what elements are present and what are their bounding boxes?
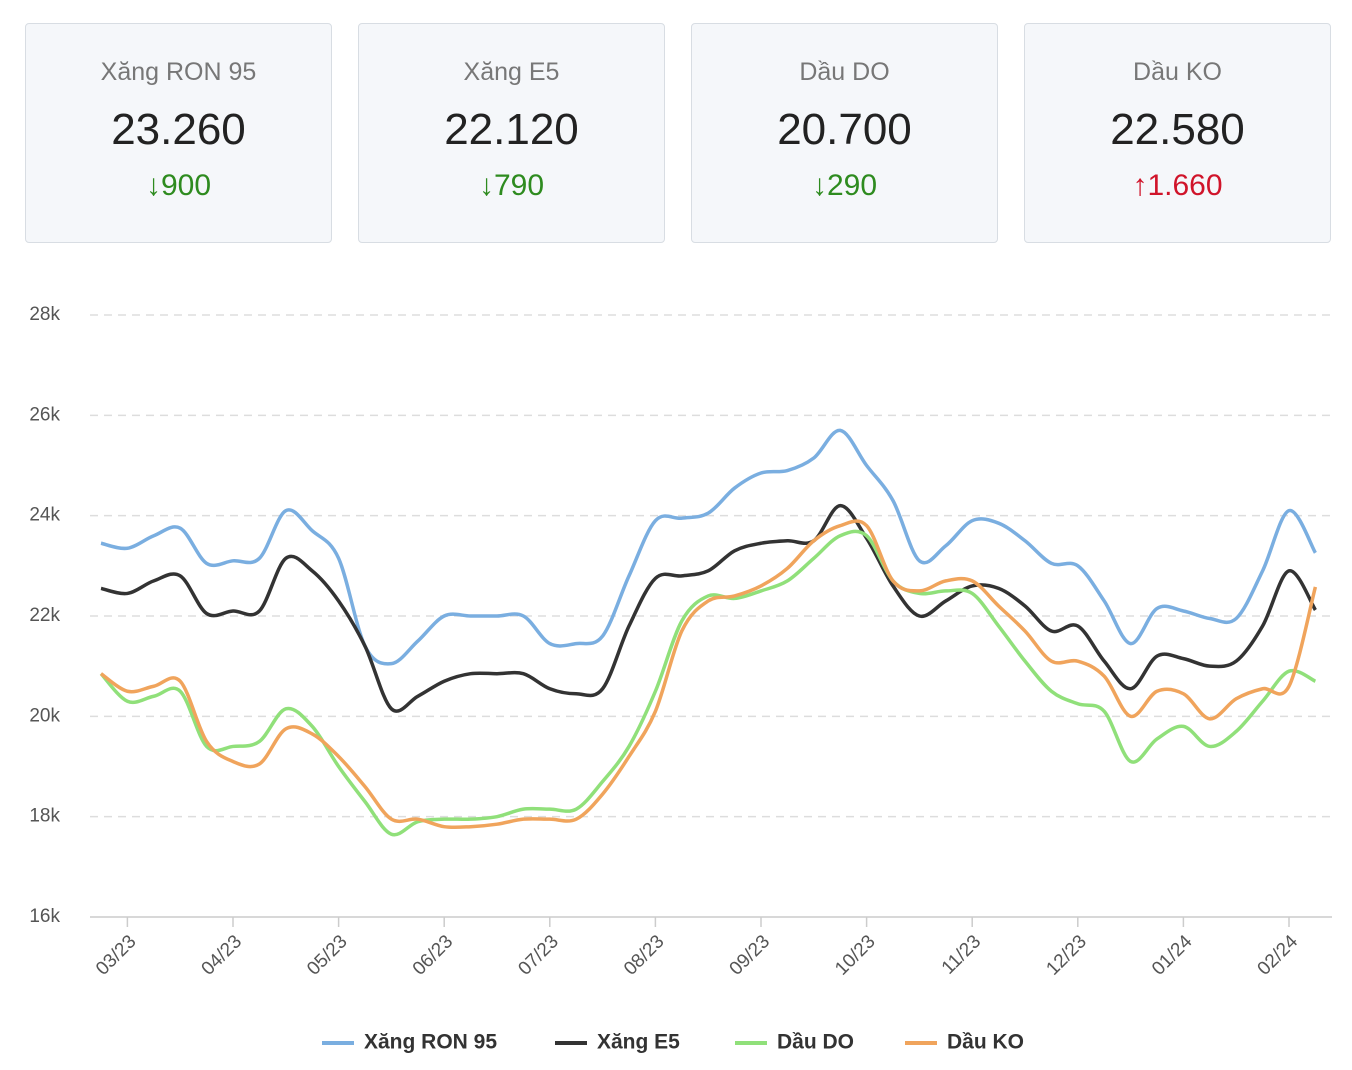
legend-label: Xăng RON 95	[364, 1031, 497, 1054]
y-tick-label: 28k	[29, 304, 60, 325]
y-tick-label: 22k	[29, 605, 60, 626]
card-label: Xăng E5	[463, 58, 560, 86]
x-tick-label: 08/23	[620, 931, 668, 979]
series-line	[100, 503, 1317, 713]
series-line	[99, 519, 1318, 830]
card-change: ↓790	[478, 169, 545, 202]
x-tick-label: 12/23	[1042, 931, 1090, 979]
y-tick-label: 24k	[29, 505, 60, 526]
y-tick-label: 20k	[29, 705, 60, 726]
y-tick-label: 18k	[29, 806, 60, 827]
card-label: Xăng RON 95	[100, 58, 257, 86]
legend-label: Dầu DO	[777, 1031, 854, 1054]
x-tick-label: 06/23	[409, 931, 457, 979]
card-change: ↓290	[811, 169, 878, 202]
card-label: Dầu DO	[799, 58, 890, 86]
x-tick-label: 02/24	[1254, 931, 1303, 980]
x-tick-label: 09/23	[726, 931, 774, 979]
x-tick-label: 03/23	[92, 931, 140, 979]
card-change: ↓900	[145, 169, 212, 202]
x-tick-label: 11/23	[938, 931, 985, 978]
x-tick-label: 01/24	[1148, 931, 1197, 980]
card-change: ↑1.660	[1132, 169, 1223, 202]
x-tick-label: 07/23	[514, 931, 562, 979]
card-label: Dầu KO	[1133, 58, 1222, 86]
card-value: 23.260	[111, 105, 246, 154]
card-value: 22.120	[444, 105, 579, 154]
series-line	[100, 428, 1317, 666]
card-value: 20.700	[777, 105, 912, 154]
price-card: Xăng E5 22.120 ↓790	[358, 23, 665, 243]
card-value: 22.580	[1110, 105, 1245, 154]
y-tick-label: 16k	[29, 906, 60, 927]
price-card: Xăng RON 95 23.260 ↓900	[25, 23, 332, 243]
price-card: Dầu DO 20.700 ↓290	[691, 23, 998, 243]
y-tick-label: 26k	[29, 404, 60, 425]
legend-label: Dầu KO	[947, 1031, 1024, 1054]
x-tick-label: 10/23	[831, 931, 879, 979]
x-tick-label: 04/23	[198, 931, 246, 979]
x-tick-label: 05/23	[303, 931, 351, 979]
legend-label: Xăng E5	[597, 1031, 680, 1054]
series-line	[99, 529, 1317, 837]
price-card: Dầu KO 22.580 ↑1.660	[1024, 23, 1331, 243]
